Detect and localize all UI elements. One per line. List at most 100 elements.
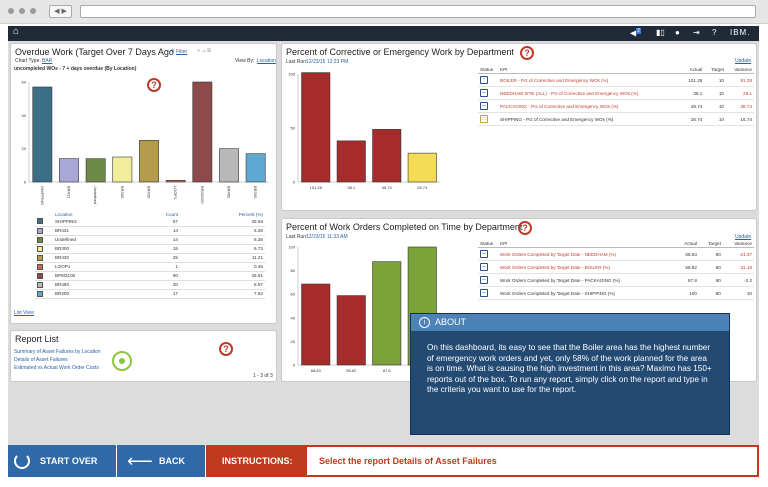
bar[interactable] [59,158,79,183]
about-header: i ABOUT [411,314,729,331]
filter-link[interactable]: ⊽ Filter [171,49,188,55]
kpi-row[interactable]: – Work Orders Completed by Target Date - … [478,247,754,261]
kpi-target: 90 [698,286,723,300]
help-question-icon[interactable]: ? [520,46,534,60]
swatch-cell [35,226,53,236]
table-row[interactable]: LOOP1 1 0.45 [35,262,265,272]
report-link[interactable]: Estimated vs Actual Work Order Costs [14,365,99,371]
bar[interactable] [139,140,159,183]
forward-arrow-icon[interactable]: ▶ [61,8,67,15]
x-tick-label: SHIPPING [40,186,45,205]
window-close-dot[interactable] [8,8,14,14]
bar[interactable] [372,261,402,366]
bar[interactable] [192,81,213,183]
kpi-row[interactable]: – Work Orders Completed by Target Date - … [478,273,754,287]
percent-cell: 26.91 [179,271,265,281]
status-minus-icon: – [480,276,488,284]
home-icon[interactable]: ⌂ [13,26,20,37]
table-row[interactable]: SHIPPING 57 25.56 [35,217,265,227]
y-tick-label: 20 [22,146,27,151]
kpi-name[interactable]: Work Orders Completed by Target Date - S… [498,286,675,300]
report-link[interactable]: Summary of Asset Failures by Location [14,349,101,355]
list-view-link[interactable]: List View [14,310,34,316]
kpi-row[interactable]: – Work Orders Completed by Target Date - … [478,260,754,274]
kpi-name[interactable]: Work Orders Completed by Target Date - B… [498,260,675,274]
user-icon[interactable]: ● [675,28,680,37]
kpi-row[interactable]: ↑ BOILER - Pct of Corrective and Emergenc… [478,73,754,87]
bar[interactable] [336,140,366,183]
bar[interactable] [85,158,106,183]
table-row[interactable]: BR460 20 8.97 [35,280,265,290]
back-button[interactable]: ⟵ BACK [117,445,205,477]
bar[interactable] [372,129,402,183]
col-percent: Percent (%) [238,212,263,217]
count-cell: 25 [131,253,180,263]
kpi-name[interactable]: PACKAGING - Pct of Corrective and Emerge… [498,99,682,113]
kpi-target: 10 [704,86,726,100]
table-row[interactable]: BR200 17 7.62 [35,289,265,299]
kpi-name[interactable]: Work Orders Completed by Target Date - N… [498,247,675,261]
col-location: Location [55,212,73,217]
update-link[interactable]: Update [735,58,752,64]
percent-cell: 25.56 [179,217,265,227]
kpi-name[interactable]: NEEDHAM SITE (ALL) - Pct of Corrective a… [498,86,682,100]
window-minimize-dot[interactable] [19,8,25,14]
location-cell: BR460 [53,280,132,290]
megaphone-icon[interactable]: ◀2 [630,28,641,38]
y-tick-label: 0 [24,180,27,185]
bar[interactable] [32,86,53,183]
legend-swatch [37,236,43,243]
address-bar[interactable] [80,5,756,18]
kpi-actual: 68.63 [674,247,699,261]
table-row[interactable]: BR300 15 6.73 [35,244,265,254]
kpi-target: 90 [698,260,723,274]
help-question-icon[interactable]: ? [219,342,233,356]
kpi-table-header: Status KPI Actual Target Variance [478,240,754,248]
kpi-name[interactable]: SHIPPING - Pct of Corrective and Emergen… [498,112,682,126]
kpi-row[interactable]: ▭ SHIPPING - Pct of Corrective and Emerge… [478,112,754,126]
window-zoom-dot[interactable] [30,8,36,14]
legend-swatch [37,290,43,297]
bar[interactable] [301,283,331,366]
percent-cell: 6.28 [179,235,265,245]
chart-icon[interactable]: ▮▯ [656,28,665,37]
swatch-cell [35,280,53,290]
help-question-icon[interactable]: ? [147,78,161,92]
count-cell: 1 [131,262,180,272]
status-neutral-icon: ▭ [480,115,488,123]
history-nav[interactable]: ◀ ▶ [49,5,72,18]
help-question-icon[interactable]: ? [518,221,532,235]
bar[interactable] [245,153,266,183]
update-link[interactable]: Update [735,234,752,240]
report-list-title: Report List [15,334,59,344]
table-row[interactable]: BR430 25 11.21 [35,253,265,263]
table-row[interactable]: BR431 14 6.28 [35,226,265,236]
bar[interactable] [407,152,437,183]
bar[interactable] [165,180,186,183]
kpi-name[interactable]: Work Orders Completed by Target Date - P… [498,273,675,287]
bar[interactable] [112,156,133,183]
instructions-label: INSTRUCTIONS: [222,456,293,466]
logout-icon[interactable]: ⇥ [693,28,700,37]
table-row[interactable]: BPM3100 60 26.91 [35,271,265,281]
y-tick-label: 60 [22,80,27,85]
back-arrow-icon[interactable]: ◀ [54,8,60,15]
bar[interactable] [336,295,366,366]
about-dialog: i ABOUT On this dashboard, its easy to s… [410,313,730,435]
count-cell: 14 [131,226,180,236]
chart-type-link[interactable]: BAR [42,58,53,64]
table-row[interactable]: Undefined 14 6.28 [35,235,265,245]
kpi-row[interactable]: – Work Orders Completed by Target Date - … [478,286,754,300]
help-icon[interactable]: ? [712,28,717,37]
count-cell: 57 [131,217,180,227]
view-by-link[interactable]: Location [257,58,276,64]
report-link[interactable]: Details of Asset Failures [14,357,68,363]
bar[interactable] [219,148,239,183]
start-over-button[interactable]: START OVER [8,445,116,477]
kpi-name[interactable]: BOILER - Pct of Corrective and Emergency… [498,73,682,87]
swatch-cell [35,289,53,299]
toolbar-icons[interactable]: ⌕ ⊿ ⊞ [197,48,212,54]
bar[interactable] [301,72,331,183]
kpi-row[interactable]: – PACKAGING - Pct of Corrective and Emerg… [478,99,754,113]
kpi-row[interactable]: – NEEDHAM SITE (ALL) - Pct of Corrective … [478,86,754,100]
